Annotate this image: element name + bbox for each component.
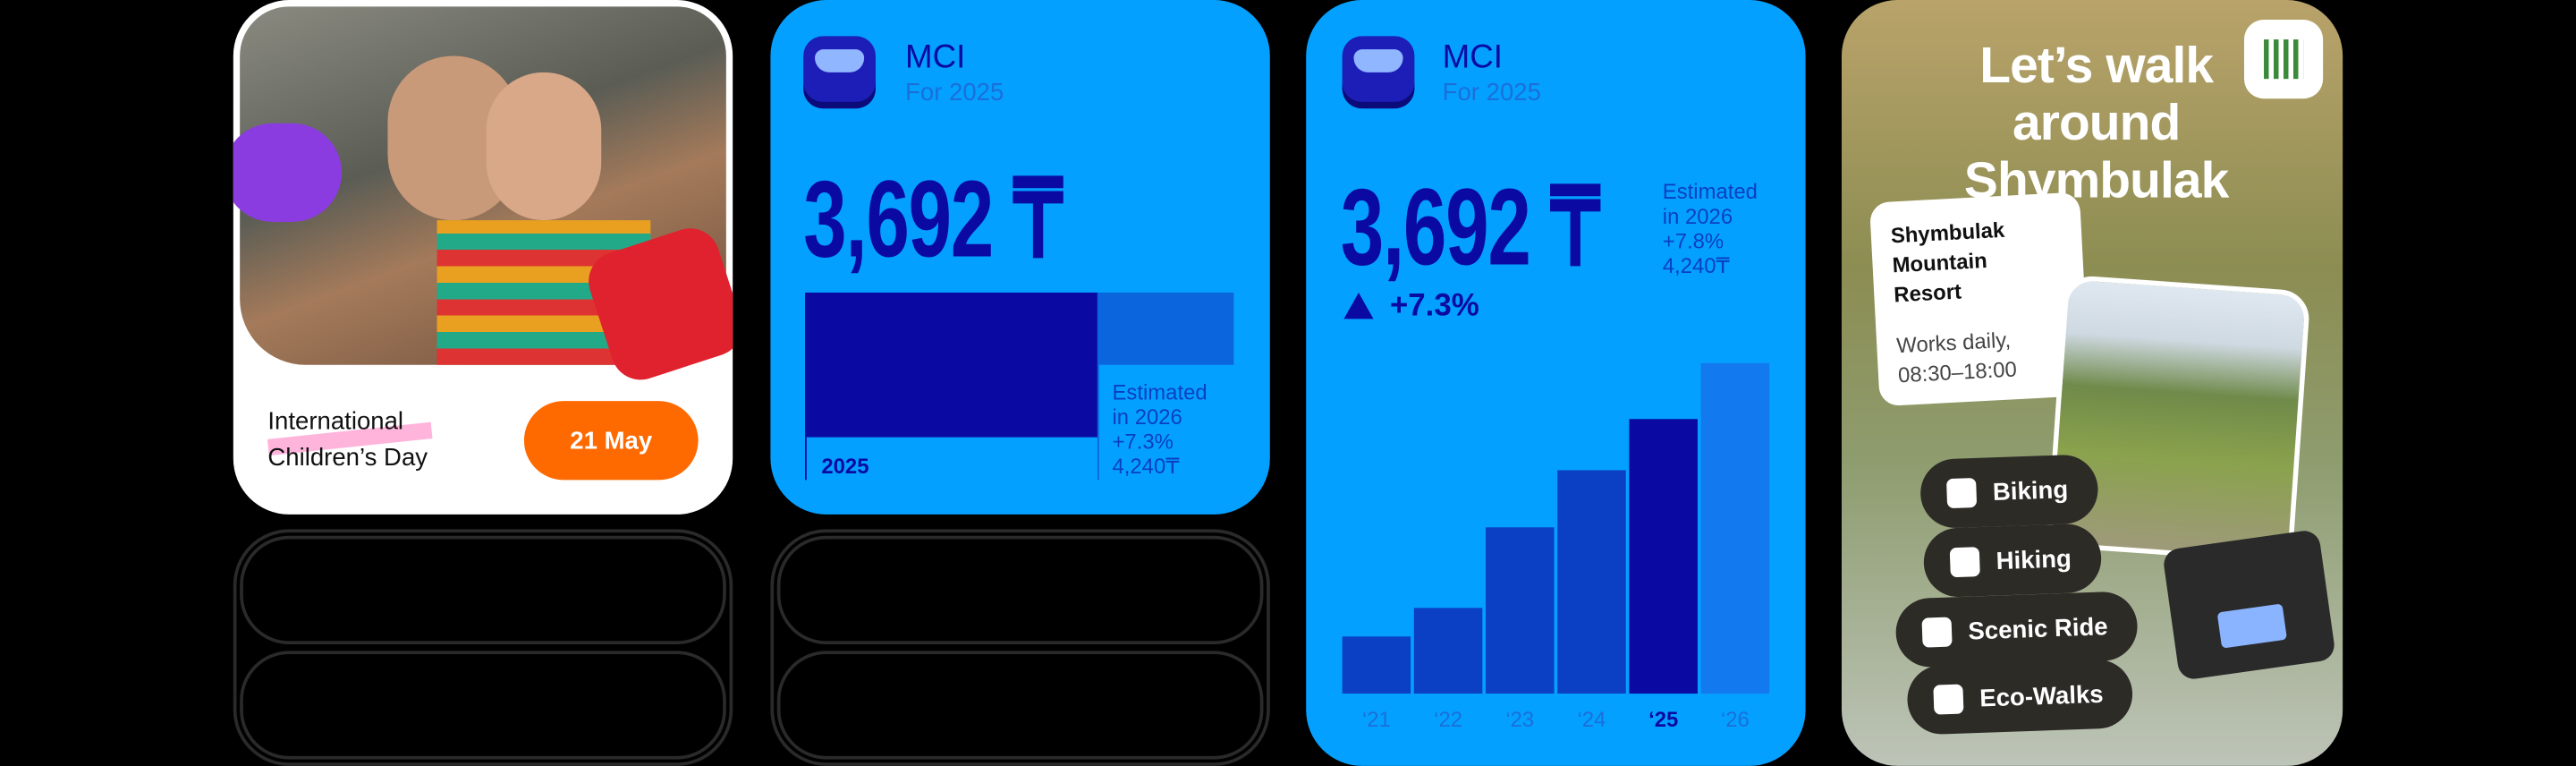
subtitle: For 2025 (905, 79, 1004, 107)
bar-label: 2025 (821, 453, 869, 479)
bar (1342, 636, 1411, 694)
divider (1097, 364, 1099, 481)
estimate-line: 4,240₸ (1112, 453, 1180, 479)
estimate-line: +7.3% (1112, 429, 1174, 454)
activity-icon (1921, 617, 1953, 648)
activity-label: Eco-Walks (1979, 679, 2105, 712)
estimate-line: in 2026 (1662, 203, 1733, 229)
hours-label: Works daily, (1895, 327, 2012, 358)
estimate-bar (1097, 292, 1234, 365)
event-title: International Children’s Day (267, 407, 428, 472)
title: Let’s walk around Shymbulak (1963, 36, 2229, 209)
estimate: Estimated in 2026 +7.8% 4,240₸ (1663, 179, 1758, 277)
value: 3,692 ₸ (1340, 166, 1600, 288)
x-tick-label: ‘26 (1721, 708, 1750, 732)
activity-label: Hiking (1996, 544, 2072, 575)
bar-chart: ‘21 ‘22 ‘23 ‘24 ‘25 ‘26 (1342, 362, 1770, 732)
child-face (486, 72, 602, 221)
estimate-line: 4,240₸ (1662, 252, 1730, 278)
current-bar (805, 292, 1097, 438)
activity-pill[interactable]: Scenic Ride (1894, 591, 2139, 668)
placeholder (776, 651, 1264, 760)
subtitle: For 2025 (1442, 79, 1541, 107)
bar (1557, 470, 1626, 694)
app-logo (2243, 20, 2324, 99)
app-icon (1342, 36, 1415, 109)
bar (1629, 419, 1698, 694)
activity-icon (1933, 684, 1964, 715)
activity-label: Biking (1992, 475, 2069, 506)
x-tick-label: ‘21 (1362, 708, 1391, 732)
bar (1700, 362, 1770, 694)
estimate: Estimated in 2026 +7.3% 4,240₸ (1112, 379, 1207, 478)
placeholder (240, 651, 726, 760)
x-tick-label: ‘23 (1505, 708, 1534, 732)
estimate-line: Estimated (1662, 179, 1758, 204)
activity-pill[interactable]: Biking (1919, 454, 2099, 530)
placeholder (776, 535, 1264, 645)
mci-chart-card[interactable]: MCI For 2025 3,692 ₸ +7.3% Estimated in 2… (1306, 0, 1806, 766)
divider (805, 437, 807, 481)
logo-mark (2264, 39, 2304, 80)
title: MCI (1442, 39, 1504, 76)
activity-label: Scenic Ride (1967, 612, 2109, 645)
date-button[interactable]: 21 May (523, 401, 699, 481)
x-tick-label: ‘25 (1648, 708, 1678, 732)
app-icon (803, 36, 876, 109)
hours: 08:30–18:00 (1897, 356, 2018, 387)
camera-screen (2216, 603, 2288, 649)
bar (1486, 527, 1555, 694)
sticker (233, 123, 343, 222)
info-card: Shymbulak Mountain Resort Works daily, 0… (1868, 192, 2090, 407)
children-day-card[interactable]: International Children’s Day 21 May (233, 0, 733, 515)
placeholder (233, 529, 733, 766)
placeholder (240, 535, 726, 645)
estimate-line: Estimated (1112, 379, 1208, 404)
x-tick-label: ‘24 (1578, 708, 1606, 732)
activity-pill[interactable]: Eco-Walks (1906, 658, 2134, 736)
mountain-photo (2046, 274, 2311, 565)
up-arrow (1343, 292, 1374, 319)
activity-icon (1949, 547, 1980, 578)
estimate-line: +7.8% (1662, 228, 1724, 253)
place: Shymbulak Mountain Resort (1890, 217, 2005, 307)
activity-icon (1946, 477, 1978, 509)
change: +7.3% (1389, 289, 1479, 324)
activity-pill[interactable]: Hiking (1922, 523, 2103, 599)
mci-card[interactable]: MCI For 2025 3,692 ₸ 2025 Estimated in 20… (770, 0, 1270, 515)
walk-card[interactable]: Let’s walk around Shymbulak Shymbulak Mo… (1841, 0, 2343, 766)
x-tick-label: ‘22 (1434, 708, 1462, 732)
camera (2161, 528, 2337, 681)
placeholder (770, 529, 1270, 766)
title: MCI (905, 39, 966, 76)
estimate-line: in 2026 (1112, 404, 1182, 430)
bar (1413, 608, 1483, 694)
value: 3,692 ₸ (803, 157, 1063, 280)
